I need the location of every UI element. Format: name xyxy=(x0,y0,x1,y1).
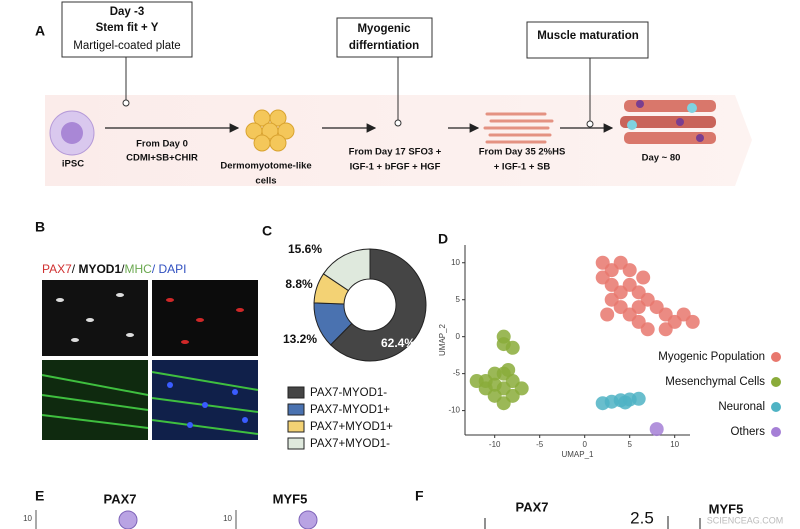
y-tick-label: 0 xyxy=(456,332,461,341)
stain: / xyxy=(72,262,79,276)
step-text: From Day 0 xyxy=(136,139,188,150)
tick-label: 2.5 xyxy=(630,508,654,527)
legend-marker xyxy=(771,427,781,437)
point xyxy=(631,391,646,406)
panel-label: B xyxy=(35,219,45,235)
point xyxy=(487,377,502,392)
tick-label: 10 xyxy=(23,514,32,523)
stain-label: PAX7/ MYOD1/MHC/ DAPI xyxy=(42,262,187,276)
x-tick-label: 5 xyxy=(627,440,632,449)
point xyxy=(600,307,615,322)
point xyxy=(685,314,700,329)
point xyxy=(604,292,619,307)
legend-label: PAX7-MYOD1+ xyxy=(310,404,390,416)
value-label: 15.6% xyxy=(288,242,322,256)
y-tick-label: -5 xyxy=(453,369,461,378)
step-text: cells xyxy=(255,176,276,187)
step-text: IGF-1 + bFGF + HGF xyxy=(350,162,441,173)
stain: MYOD1 xyxy=(78,262,121,276)
box xyxy=(61,1,193,58)
violins xyxy=(35,510,318,529)
step-text: + IGF-1 + SB xyxy=(494,162,551,173)
donut-slice xyxy=(322,248,371,292)
micrographs xyxy=(41,280,259,440)
stain: / xyxy=(121,262,125,276)
legend-label: PAX7-MYOD1- xyxy=(310,387,387,399)
panel-label: D xyxy=(438,231,448,247)
box-text: Myogenic xyxy=(357,23,411,35)
box-text: Muscle maturation xyxy=(537,30,639,42)
icons xyxy=(49,100,716,156)
y-axis-label: UMAP_2 xyxy=(438,323,447,356)
panel-label: A xyxy=(35,23,45,39)
legend-marker xyxy=(771,377,781,387)
point xyxy=(658,322,673,337)
box-text: Stem fit + Y xyxy=(96,22,159,34)
value-label: 62.4% xyxy=(381,336,415,350)
y-tick-label: -10 xyxy=(448,406,460,415)
step-text: Dermomyotome-like xyxy=(220,161,311,172)
legend-label: PAX7+MYOD1+ xyxy=(310,421,393,433)
point xyxy=(469,374,484,389)
legend-label: Myogenic Population xyxy=(658,351,765,363)
legend-label: Neuronal xyxy=(718,401,765,413)
panel-label: F xyxy=(415,488,424,504)
legend-label: Mesenchymal Cells xyxy=(665,376,765,388)
stain: PAX7 xyxy=(42,262,72,276)
x-tick-label: -10 xyxy=(489,440,501,449)
legend-swatch xyxy=(287,437,305,450)
stain: MHC xyxy=(125,262,153,276)
connectors xyxy=(122,57,594,128)
point xyxy=(649,422,664,437)
legend-marker xyxy=(771,352,781,362)
panel-label: E xyxy=(35,488,44,504)
point xyxy=(595,270,610,285)
point xyxy=(514,381,529,396)
axes xyxy=(484,516,701,529)
step-text: From Day 35 2%HS xyxy=(479,147,566,158)
step-text: CDMI+SB+CHIR xyxy=(126,153,198,164)
x-tick-label: -5 xyxy=(536,440,544,449)
y-tick-label: 10 xyxy=(451,258,460,267)
box-text: Day -3 xyxy=(110,6,145,18)
legend-swatch xyxy=(287,420,305,433)
watermark: SCIENCEAG.COM xyxy=(707,515,784,525)
legend-swatch xyxy=(287,403,305,416)
point xyxy=(496,329,511,344)
step-text: iPSC xyxy=(62,159,84,170)
point xyxy=(631,314,646,329)
panel-title: MYF5 xyxy=(709,501,744,516)
stain: / DAPI xyxy=(152,262,187,276)
x-tick-label: 0 xyxy=(582,440,587,449)
value-label: 13.2% xyxy=(283,332,317,346)
point xyxy=(622,263,637,278)
x-axis-label: UMAP_1 xyxy=(561,450,594,459)
x-tick-label: 10 xyxy=(670,440,679,449)
point xyxy=(636,270,651,285)
point xyxy=(505,340,520,355)
legend-label: PAX7+MYOD1- xyxy=(310,438,390,450)
box xyxy=(526,21,649,59)
donut-slice xyxy=(329,248,427,362)
legend-swatch xyxy=(287,386,305,399)
value-label: 8.8% xyxy=(285,277,313,291)
y-tick-label: 5 xyxy=(456,295,461,304)
point xyxy=(501,362,516,377)
box xyxy=(336,17,433,58)
step-text: Day ~ 80 xyxy=(642,153,681,164)
timeline-band xyxy=(45,95,752,186)
step-text: From Day 17 SFO3 + xyxy=(349,147,442,158)
tick-label: 10 xyxy=(223,514,232,523)
legend-label: Others xyxy=(730,426,765,438)
panel-title: MYF5 xyxy=(273,491,308,506)
box-text: Martigel-coated plate xyxy=(73,40,180,52)
box-text: differntiation xyxy=(349,40,419,52)
panel-title: PAX7 xyxy=(104,491,137,506)
panel-title: PAX7 xyxy=(516,499,549,514)
point xyxy=(618,395,633,410)
legend-marker xyxy=(771,402,781,412)
panel-label: C xyxy=(262,223,272,239)
